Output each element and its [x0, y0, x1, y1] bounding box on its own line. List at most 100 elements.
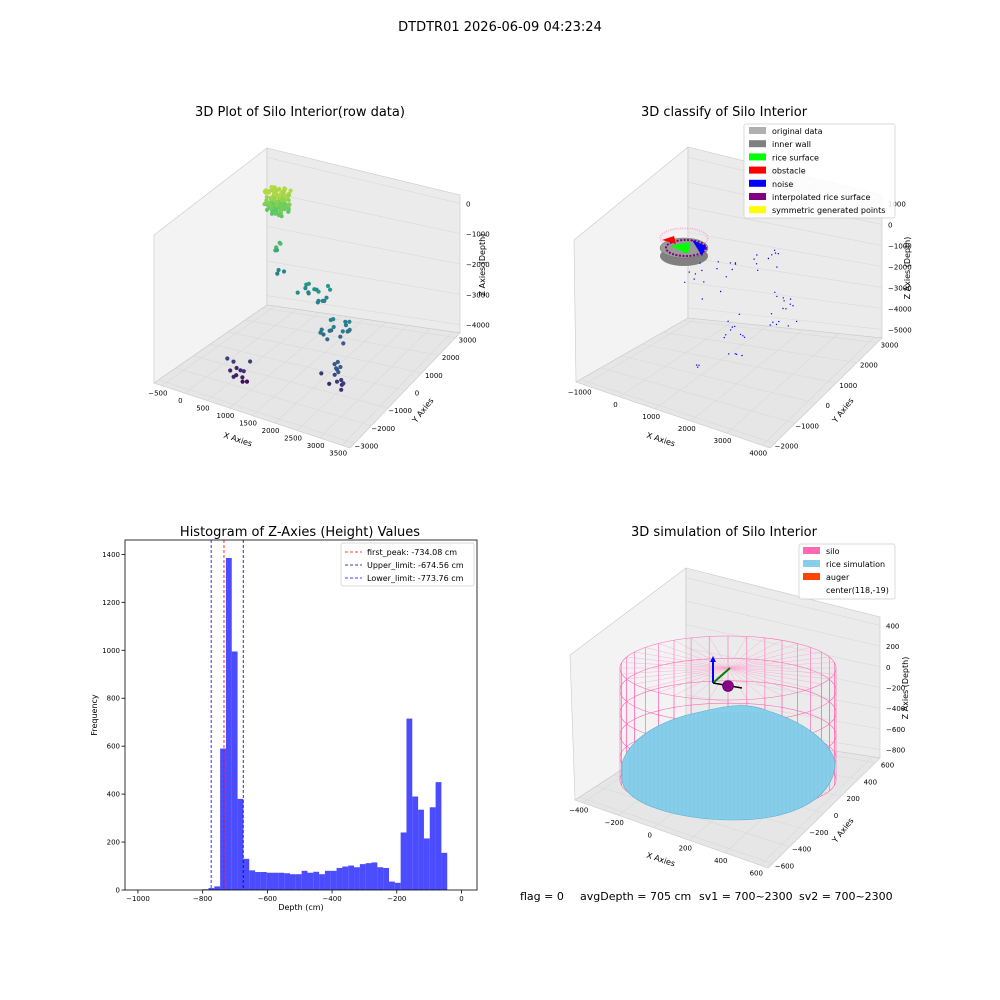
y-tick-label: −3000	[355, 442, 379, 450]
scatter-point	[263, 190, 268, 195]
scatter-point	[274, 210, 279, 215]
histogram-bar	[278, 872, 285, 890]
raw-back-pane-right	[266, 147, 461, 334]
legend-label: silo	[826, 547, 840, 556]
scatter-point	[240, 375, 245, 380]
classify-x-label: X Axies	[645, 431, 676, 449]
noise-point	[701, 298, 703, 300]
noise-point	[772, 321, 774, 323]
y-tick-label: −1000	[795, 422, 819, 430]
y-tick-label: −2000	[775, 443, 799, 451]
histogram-bar	[208, 888, 215, 890]
histogram-bar	[295, 874, 302, 890]
noise-point	[743, 336, 746, 338]
noise-point	[725, 334, 727, 336]
z-tick-label: −2000	[888, 264, 912, 272]
z-tick-label: 0	[466, 200, 470, 208]
scatter-point	[288, 188, 293, 193]
simulation-legend	[798, 543, 896, 600]
grid-line	[685, 600, 881, 647]
legend-swatch	[749, 140, 766, 148]
noise-point	[770, 313, 773, 315]
scatter-point	[274, 200, 280, 205]
histogram-bar	[231, 651, 238, 890]
noise-point	[717, 261, 719, 263]
footer-flag: flag = 0	[520, 890, 564, 903]
depth-histogram: Histogram of Z-Axies (Height) Values −10…	[90, 525, 478, 912]
noise-point	[734, 353, 736, 355]
z-tick-label: −200	[886, 685, 905, 693]
noise-point	[789, 303, 791, 305]
y-tick-label: 0	[415, 390, 419, 398]
scatter-point	[278, 209, 283, 214]
legend-swatch	[803, 547, 820, 554]
scatter-point	[278, 241, 283, 246]
grid-line	[762, 336, 875, 446]
y-tick-label: −400	[792, 846, 811, 854]
x-tick-label: 500	[196, 405, 209, 413]
y-tick-label: 1000	[839, 382, 857, 390]
histogram-bar	[284, 873, 290, 890]
classify-x-ticks: −1000 0 1000 2000 3000 4000	[568, 389, 767, 458]
simulation-plot-title: 3D simulation of Silo Interior	[631, 525, 818, 540]
scatter-point	[334, 366, 339, 371]
legend-swatch	[803, 573, 820, 580]
x-tick-label: 3500	[329, 449, 347, 457]
histogram-bar	[255, 872, 261, 890]
noise-point	[771, 254, 773, 256]
noise-point	[777, 253, 779, 255]
histogram-legend-items: first_peak: -734.08 cm Upper_limit: -674.…	[345, 548, 464, 583]
simulation-z-label: Z Axies (Depth)	[901, 657, 910, 720]
scatter-point	[306, 281, 311, 286]
z-tick-label: −3000	[888, 284, 912, 292]
legend-label: Lower_limit: -773.76 cm	[367, 574, 464, 583]
histogram-bar	[400, 832, 407, 890]
x-tick-label: 1000	[217, 412, 235, 420]
grid-line	[642, 343, 837, 384]
scatter-point	[244, 379, 250, 384]
x-tick-label: 4000	[749, 449, 767, 457]
grid-line	[266, 226, 461, 265]
y-tick-label: 1200	[102, 599, 120, 607]
histogram-bar	[260, 872, 267, 890]
raw-y-ticks: −3000 −2000 −1000 0 1000 2000 3000	[355, 337, 477, 451]
noise-point	[693, 278, 695, 280]
histogram-bars	[202, 557, 448, 890]
scatter-point	[287, 193, 292, 198]
histogram-bar	[429, 807, 436, 890]
scatter-point	[340, 329, 345, 334]
histogram-title: Histogram of Z-Axies (Height) Values	[180, 525, 420, 540]
grid-line	[690, 329, 804, 422]
scatter-point	[276, 267, 281, 273]
legend-swatch	[749, 166, 766, 174]
scatter-point	[281, 197, 286, 202]
noise-point	[783, 300, 785, 302]
scatter-point	[278, 201, 283, 206]
y-tick-label: −1000	[388, 407, 412, 415]
rice-surface-patch	[670, 242, 690, 254]
y-tick-label: 3000	[459, 337, 477, 345]
scatter-point	[339, 377, 344, 383]
scatter-point	[347, 319, 352, 324]
scatter-point	[295, 290, 300, 295]
scatter-point	[277, 186, 282, 192]
classify-y-ticks: −2000 −1000 0 1000 2000 3000	[775, 341, 899, 450]
x-tick-label: 400	[714, 857, 727, 865]
simulation-legend-items: silo rice simulation auger center(118,-19)	[803, 547, 889, 595]
simulation-z-ticks: −800 −600 −400 −200 0 200 400	[886, 622, 905, 754]
classify-floor-pane	[575, 317, 883, 449]
noise-point	[695, 364, 698, 366]
scatter-point	[319, 371, 324, 376]
histogram-bar	[412, 796, 419, 890]
x-tick-label: 2000	[262, 427, 280, 435]
noise-point	[703, 281, 705, 283]
scatter-point	[286, 209, 291, 214]
raw-grid	[158, 157, 461, 446]
grid-line	[685, 577, 881, 626]
z-tick-label: −4000	[466, 322, 490, 330]
scatter-point	[328, 287, 333, 292]
scatter-point	[327, 381, 332, 386]
scatter-point	[269, 185, 274, 190]
classify-3d-plot: 3D classify of Silo Interior −1000 0 1000 2…	[568, 105, 912, 457]
